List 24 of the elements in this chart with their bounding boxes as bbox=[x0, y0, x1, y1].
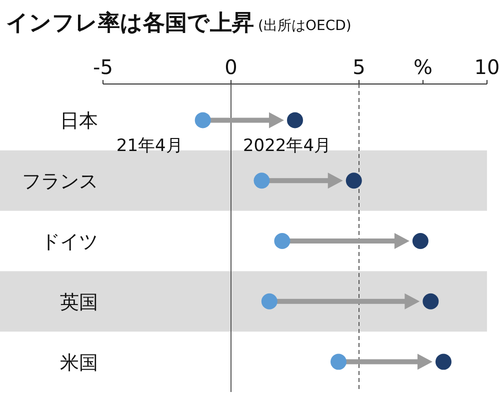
series-label: 2022年4月 bbox=[242, 136, 332, 156]
y-tick-label: フランス bbox=[22, 170, 98, 193]
chart-title: インフレ率は各国で上昇 bbox=[6, 10, 254, 36]
x-tick-label: -5 bbox=[93, 55, 113, 79]
point bbox=[346, 172, 362, 189]
chart-subtitle: (出所はOECD) bbox=[258, 18, 352, 34]
x-tick-label: 10 bbox=[474, 55, 500, 79]
point bbox=[254, 172, 270, 189]
point bbox=[261, 293, 278, 310]
point bbox=[422, 293, 439, 310]
point bbox=[330, 354, 347, 370]
series-label: 21年4月 bbox=[116, 136, 183, 156]
point bbox=[435, 354, 452, 370]
point bbox=[194, 112, 211, 128]
point bbox=[412, 233, 428, 249]
y-tick-label: 米国 bbox=[60, 352, 98, 374]
y-tick-label: 英国 bbox=[60, 291, 98, 314]
y-tick-label: 日本 bbox=[60, 110, 98, 132]
x-tick-label: 0 bbox=[224, 55, 238, 79]
point bbox=[274, 233, 290, 249]
y-tick-label: ドイツ bbox=[41, 231, 98, 253]
x-tick-label: 5 bbox=[352, 55, 366, 79]
point bbox=[287, 112, 303, 128]
x-tick-label: % bbox=[413, 55, 433, 79]
